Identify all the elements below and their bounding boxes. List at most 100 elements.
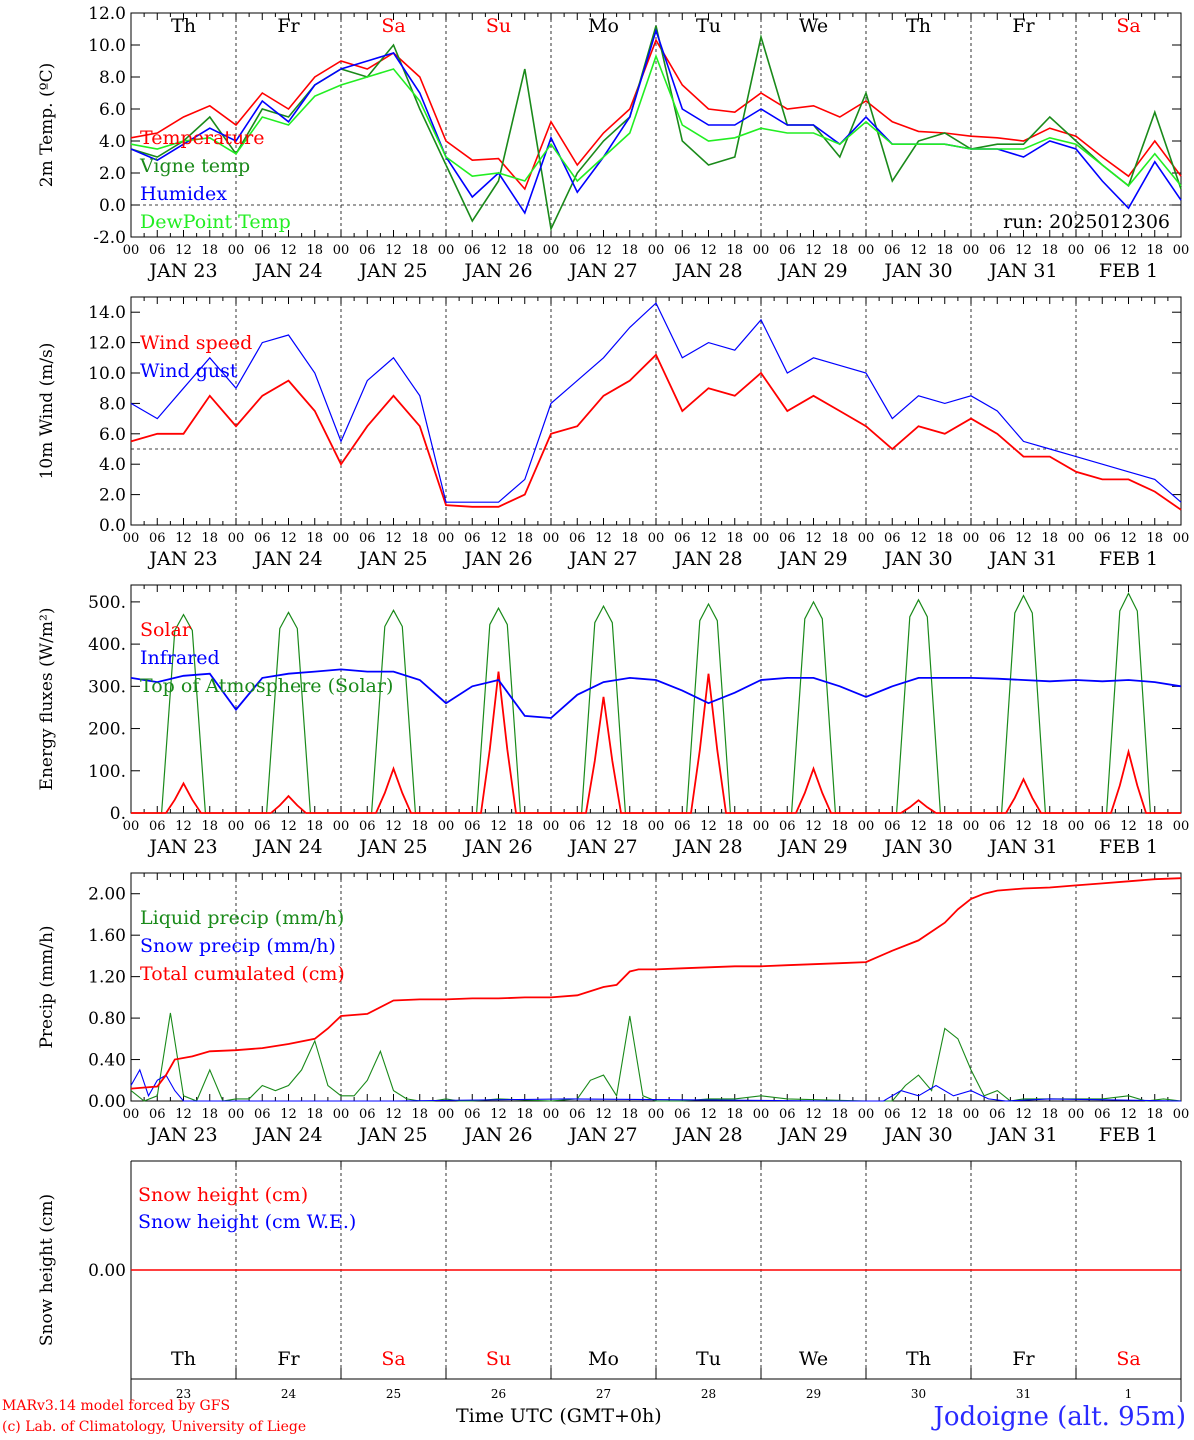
x-hour-label: 06 <box>464 243 481 258</box>
x-date-label: FEB 1 <box>1099 836 1158 858</box>
x-hour-label: 06 <box>569 243 586 258</box>
temp-line-temperature <box>130 38 1182 191</box>
x-hour-label: 18 <box>726 531 743 546</box>
x-hour-label: 06 <box>1094 531 1111 546</box>
day-name: Sa <box>381 1348 405 1370</box>
x-hour-label: 06 <box>1094 819 1111 834</box>
day-name: Fr <box>1012 15 1035 37</box>
x-hour-label: 12 <box>1015 1107 1032 1122</box>
x-hour-label: 18 <box>726 819 743 834</box>
x-hour-label: 18 <box>516 531 533 546</box>
legend-snow-height: Snow height (cm) <box>138 1184 308 1206</box>
x-hour-label: 18 <box>516 243 533 258</box>
x-hour-label: 12 <box>1015 243 1032 258</box>
x-hour-label: 12 <box>700 819 717 834</box>
x-hour-label: 12 <box>385 819 402 834</box>
x-hour-label: 00 <box>438 243 455 258</box>
day-name: We <box>799 15 828 37</box>
x-hour-label: 06 <box>1094 1107 1111 1122</box>
y-tick-label: 2.00 <box>88 885 126 905</box>
x-hour-label: 18 <box>1146 1107 1163 1122</box>
x-date-label: FEB 1 <box>1099 1124 1158 1146</box>
day-number: 23 <box>176 1387 191 1401</box>
day-name: Th <box>171 1348 196 1370</box>
precip-line-total-cumulated-cm- <box>130 877 1182 1090</box>
x-hour-label: 06 <box>884 1107 901 1122</box>
x-hour-label: 06 <box>569 1107 586 1122</box>
x-date-label: JAN 31 <box>987 260 1057 282</box>
x-hour-label: 06 <box>1094 243 1111 258</box>
x-hour-label: 18 <box>306 819 323 834</box>
x-date-label: JAN 23 <box>147 1124 217 1146</box>
y-tick-label: 2.0 <box>99 486 126 506</box>
x-hour-label: 12 <box>175 1107 192 1122</box>
x-hour-label: 12 <box>910 819 927 834</box>
y-tick-label: 4.0 <box>99 132 126 152</box>
x-date-label: JAN 25 <box>357 548 427 570</box>
x-date-label: FEB 1 <box>1099 548 1158 570</box>
x-hour-label: 12 <box>805 819 822 834</box>
x-hour-label: 06 <box>464 1107 481 1122</box>
x-date-label: JAN 30 <box>882 836 952 858</box>
day-number: 25 <box>386 1387 401 1401</box>
day-name: Th <box>906 1348 931 1370</box>
x-date-label: JAN 24 <box>252 1124 322 1146</box>
x-hour-label: 00 <box>648 819 665 834</box>
x-hour-label: 06 <box>989 1107 1006 1122</box>
x-hour-label: 00 <box>753 819 770 834</box>
x-date-label: JAN 23 <box>147 260 217 282</box>
x-hour-label: 06 <box>989 243 1006 258</box>
x-hour-label: 18 <box>411 819 428 834</box>
x-date-label: JAN 25 <box>357 260 427 282</box>
legend-snow-precip-mm-h-: Snow precip (mm/h) <box>140 935 336 957</box>
day-name: Tu <box>696 15 721 37</box>
x-hour-label: 18 <box>936 819 953 834</box>
x-hour-label: 18 <box>621 819 638 834</box>
x-hour-label: 00 <box>1068 819 1085 834</box>
x-hour-label: 06 <box>779 819 796 834</box>
day-number: 28 <box>701 1387 716 1401</box>
x-hour-label: 12 <box>910 531 927 546</box>
x-hour-label: 00 <box>333 819 350 834</box>
legend-solar: Solar <box>140 619 192 641</box>
x-hour-label: 06 <box>254 1107 271 1122</box>
x-hour-label: 00 <box>1173 819 1190 834</box>
y-tick-label: 12.0 <box>88 4 126 24</box>
x-date-label: JAN 26 <box>462 1124 532 1146</box>
day-name: Sa <box>1116 15 1140 37</box>
day-name: Fr <box>1012 1348 1035 1370</box>
x-hour-label: 12 <box>595 1107 612 1122</box>
x-date-label: JAN 25 <box>357 836 427 858</box>
x-hour-label: 00 <box>1173 243 1190 258</box>
y-tick-label: 200. <box>88 720 126 740</box>
x-hour-label: 18 <box>306 1107 323 1122</box>
x-hour-label: 06 <box>674 243 691 258</box>
x-hour-label: 00 <box>228 531 245 546</box>
x-hour-label: 18 <box>936 243 953 258</box>
x-hour-label: 18 <box>1041 531 1058 546</box>
day-name: Tu <box>696 1348 721 1370</box>
x-date-label: JAN 30 <box>882 548 952 570</box>
x-date-label: JAN 30 <box>882 1124 952 1146</box>
x-hour-label: 12 <box>280 819 297 834</box>
x-hour-label: 06 <box>569 531 586 546</box>
x-hour-label: 18 <box>621 1107 638 1122</box>
x-hour-label: 00 <box>543 531 560 546</box>
x-hour-label: 00 <box>753 1107 770 1122</box>
y-tick-label: 2.0 <box>99 164 126 184</box>
x-hour-label: 12 <box>1120 1107 1137 1122</box>
x-hour-label: 12 <box>595 243 612 258</box>
day-name: Sa <box>1116 1348 1140 1370</box>
x-hour-label: 00 <box>648 243 665 258</box>
x-date-label: JAN 27 <box>567 548 637 570</box>
x-hour-label: 00 <box>228 243 245 258</box>
x-hour-label: 18 <box>411 243 428 258</box>
y-tick-label: 0.00 <box>88 1261 126 1281</box>
x-hour-label: 00 <box>438 819 455 834</box>
x-hour-label: 18 <box>1146 243 1163 258</box>
x-hour-label: 00 <box>648 531 665 546</box>
run-label: run: 2025012306 <box>1003 211 1170 233</box>
x-hour-label: 18 <box>1041 1107 1058 1122</box>
y-tick-label: 0.40 <box>88 1051 126 1071</box>
x-date-label: JAN 31 <box>987 548 1057 570</box>
